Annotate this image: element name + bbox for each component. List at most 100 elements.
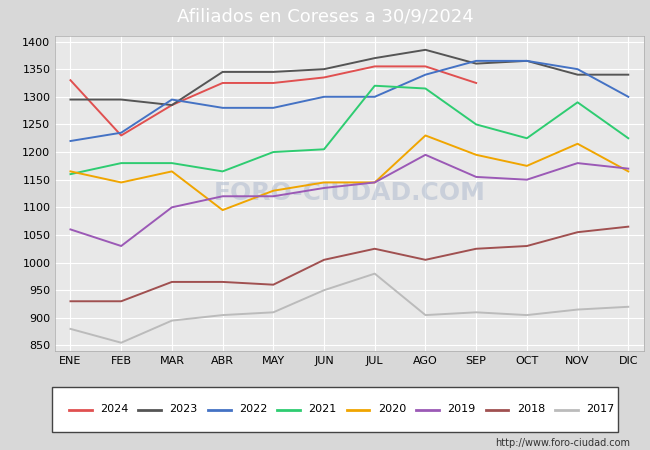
2020 xyxy=(269,188,277,194)
Text: 2019: 2019 xyxy=(447,405,476,414)
2020 xyxy=(371,180,379,185)
2021 xyxy=(371,83,379,89)
2021 xyxy=(168,160,176,166)
2023 xyxy=(625,72,632,77)
2017 xyxy=(168,318,176,323)
2019 xyxy=(422,152,430,158)
2021 xyxy=(523,135,531,141)
2022 xyxy=(625,94,632,99)
2018 xyxy=(371,246,379,252)
2023 xyxy=(320,67,328,72)
2017 xyxy=(574,307,582,312)
2022 xyxy=(473,58,480,63)
2019 xyxy=(473,174,480,180)
2023 xyxy=(66,97,74,102)
2023 xyxy=(269,69,277,75)
2019 xyxy=(523,177,531,182)
2023 xyxy=(117,97,125,102)
2017 xyxy=(625,304,632,310)
2019 xyxy=(66,227,74,232)
2020 xyxy=(523,163,531,169)
2018 xyxy=(625,224,632,230)
Line: 2017: 2017 xyxy=(70,274,629,343)
2019 xyxy=(269,194,277,199)
2018 xyxy=(422,257,430,262)
Text: 2022: 2022 xyxy=(239,405,267,414)
2024 xyxy=(269,80,277,86)
2018 xyxy=(168,279,176,284)
2017 xyxy=(473,310,480,315)
2023 xyxy=(422,47,430,53)
2020 xyxy=(574,141,582,146)
Text: 2023: 2023 xyxy=(170,405,198,414)
2022 xyxy=(422,72,430,77)
2023 xyxy=(574,72,582,77)
Line: 2022: 2022 xyxy=(70,61,629,141)
Text: 2020: 2020 xyxy=(378,405,406,414)
2018 xyxy=(320,257,328,262)
2021 xyxy=(625,135,632,141)
2018 xyxy=(473,246,480,252)
2023 xyxy=(218,69,226,75)
2021 xyxy=(66,171,74,177)
2022 xyxy=(66,138,74,144)
2021 xyxy=(422,86,430,91)
2020 xyxy=(66,169,74,174)
2020 xyxy=(117,180,125,185)
2023 xyxy=(523,58,531,63)
2024 xyxy=(168,103,176,108)
Line: 2018: 2018 xyxy=(70,227,629,301)
2020 xyxy=(422,133,430,138)
Text: 2021: 2021 xyxy=(309,405,337,414)
Line: 2024: 2024 xyxy=(70,67,476,135)
Text: Afiliados en Coreses a 30/9/2024: Afiliados en Coreses a 30/9/2024 xyxy=(177,8,473,26)
Text: 2024: 2024 xyxy=(100,405,129,414)
2017 xyxy=(117,340,125,346)
2021 xyxy=(117,160,125,166)
2024 xyxy=(320,75,328,80)
2018 xyxy=(218,279,226,284)
Text: FORO-CIUDAD.COM: FORO-CIUDAD.COM xyxy=(213,181,486,206)
2017 xyxy=(320,288,328,293)
Line: 2023: 2023 xyxy=(70,50,629,105)
2019 xyxy=(625,166,632,171)
2024 xyxy=(371,64,379,69)
2020 xyxy=(320,180,328,185)
2017 xyxy=(422,312,430,318)
2022 xyxy=(269,105,277,111)
2021 xyxy=(574,99,582,105)
2021 xyxy=(320,147,328,152)
2021 xyxy=(269,149,277,155)
2018 xyxy=(269,282,277,288)
2019 xyxy=(320,185,328,191)
2024 xyxy=(66,77,74,83)
2020 xyxy=(625,169,632,174)
2022 xyxy=(168,97,176,102)
2019 xyxy=(168,205,176,210)
2019 xyxy=(218,194,226,199)
2017 xyxy=(66,326,74,332)
2017 xyxy=(269,310,277,315)
2017 xyxy=(218,312,226,318)
2019 xyxy=(574,160,582,166)
2020 xyxy=(218,207,226,213)
2019 xyxy=(117,243,125,249)
2022 xyxy=(320,94,328,99)
2023 xyxy=(168,103,176,108)
Line: 2020: 2020 xyxy=(70,135,629,210)
Line: 2019: 2019 xyxy=(70,155,629,246)
2021 xyxy=(218,169,226,174)
2022 xyxy=(574,67,582,72)
2017 xyxy=(371,271,379,276)
2022 xyxy=(117,130,125,135)
2021 xyxy=(473,122,480,127)
Text: http://www.foro-ciudad.com: http://www.foro-ciudad.com xyxy=(495,438,630,448)
2020 xyxy=(168,169,176,174)
2024 xyxy=(422,64,430,69)
2022 xyxy=(218,105,226,111)
2020 xyxy=(473,152,480,158)
2023 xyxy=(371,55,379,61)
2018 xyxy=(523,243,531,249)
2022 xyxy=(371,94,379,99)
2018 xyxy=(117,298,125,304)
